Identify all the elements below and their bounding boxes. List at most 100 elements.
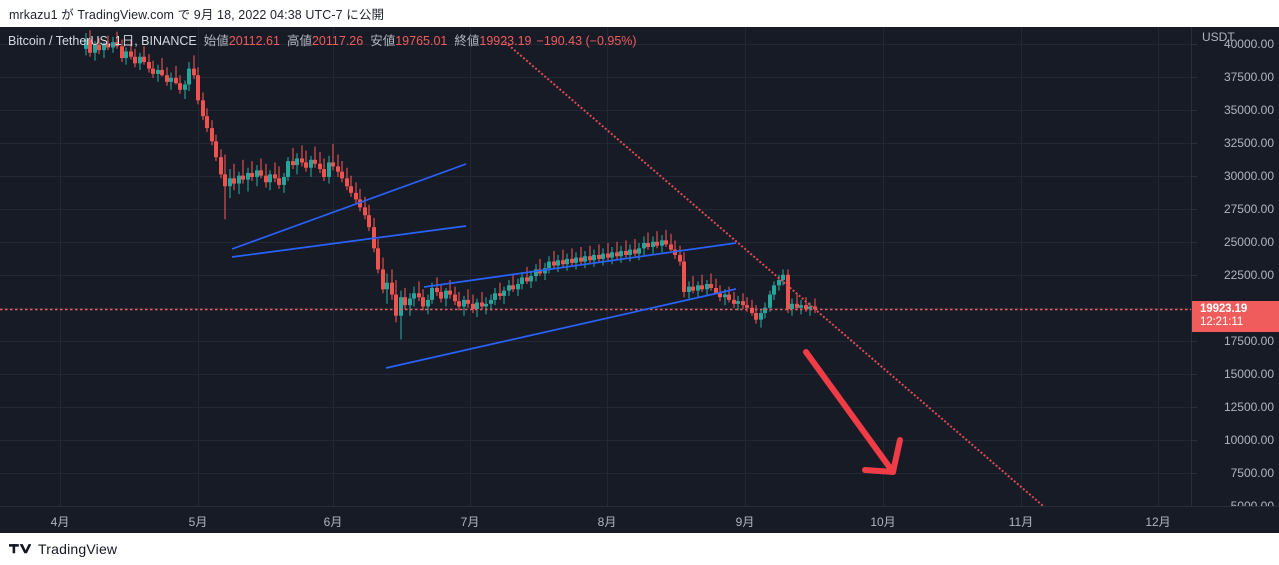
candle-body — [574, 257, 578, 263]
drawing-channel-upper-2[interactable] — [423, 242, 737, 288]
candle-body — [106, 43, 110, 48]
footer-brand: TradingView — [0, 533, 1279, 565]
candle-body — [444, 290, 448, 299]
price-scale[interactable]: USDT 19923.19 12:21:11 40000.00 37500.00 3… — [1191, 27, 1279, 513]
candle-body — [678, 254, 682, 262]
chart-canvas — [0, 27, 1191, 506]
candle-body — [300, 158, 304, 163]
candle-body — [493, 293, 497, 300]
chart-container: Bitcoin / TetherUS, 1日, BINANCE 始値20112.6… — [0, 27, 1279, 533]
price-tick-label: 15000.00 — [1223, 366, 1274, 381]
drawing-wedge-upper-1[interactable] — [231, 163, 467, 250]
candle-body — [633, 249, 637, 254]
candle-body — [93, 44, 97, 53]
candle-body — [417, 293, 421, 298]
price-tick-mark — [1192, 275, 1197, 276]
candle-body — [102, 43, 106, 51]
candle-body — [754, 313, 758, 320]
candle-body — [390, 282, 394, 295]
candle-body — [228, 178, 232, 187]
price-tick-label: 7500.00 — [1230, 465, 1274, 480]
candle-body — [790, 303, 794, 310]
candle-body — [579, 257, 583, 262]
candle-body — [534, 269, 538, 277]
drawing-channel-lower-2[interactable] — [385, 288, 737, 369]
candle-body — [291, 161, 295, 166]
legend-high-value: 20117.26 — [311, 34, 364, 48]
time-scale[interactable]: 4月 5月 6月 7月 8月 9月 10月 11月 12月 — [0, 506, 1279, 533]
drawing-bearish-arrow[interactable] — [803, 349, 903, 475]
arrow-barb-left — [862, 467, 896, 475]
price-tick-mark — [1192, 209, 1197, 210]
candle-body — [795, 303, 799, 308]
candle-body — [174, 77, 178, 84]
candle-body — [507, 285, 511, 291]
candle-body — [264, 175, 268, 183]
time-tick-label: 9月 — [735, 515, 755, 529]
candle-body — [475, 302, 479, 310]
candle-body — [268, 174, 272, 183]
candle-body — [178, 83, 182, 90]
legend-low-value: 19765.01 — [395, 34, 448, 48]
candle-body — [250, 173, 254, 177]
candle-body — [151, 68, 155, 74]
candle-body — [637, 248, 641, 254]
legend-high-label: 高値 — [286, 34, 312, 48]
candle-body — [286, 161, 290, 177]
bar-countdown: 12:21:11 — [1200, 315, 1244, 328]
candle-body — [660, 240, 664, 246]
candle-body — [295, 158, 299, 166]
candle-body — [304, 162, 308, 168]
candle-body — [687, 286, 691, 292]
candle-body — [120, 46, 124, 59]
price-tick-label: 35000.00 — [1223, 102, 1274, 117]
price-tick-mark — [1192, 176, 1197, 177]
candle-body — [84, 39, 88, 49]
candle-body — [435, 287, 439, 292]
candle-body — [327, 162, 331, 177]
price-scale-unit: USDT — [1202, 30, 1235, 44]
legend-symbol[interactable]: Bitcoin / TetherUS, 1日, BINANCE — [8, 34, 197, 48]
candle-body — [610, 252, 614, 258]
candle-body — [129, 51, 133, 57]
candle-body — [147, 62, 151, 69]
candle-body — [561, 260, 565, 265]
candle-body — [430, 287, 434, 300]
candle-body — [592, 254, 596, 261]
candle-body — [624, 250, 628, 255]
price-tick-mark — [1192, 44, 1197, 45]
candle-body — [759, 313, 763, 320]
candle-body — [246, 173, 250, 180]
price-tick-mark — [1192, 143, 1197, 144]
candle-body — [448, 290, 452, 295]
candle-body — [219, 157, 223, 175]
candle-body — [282, 176, 286, 185]
symbol-legend: Bitcoin / TetherUS, 1日, BINANCE 始値20112.6… — [8, 34, 637, 49]
candle-body — [642, 243, 646, 249]
candle-body — [777, 280, 781, 286]
candle-body — [651, 241, 655, 248]
candle-body — [376, 248, 380, 270]
candle-body — [745, 305, 749, 308]
candle-body — [646, 243, 650, 248]
candle-body — [403, 297, 407, 306]
price-tick-label: 17500.00 — [1223, 333, 1274, 348]
chart-plot-area[interactable] — [0, 27, 1191, 506]
candle-body — [547, 261, 551, 269]
candle-body — [408, 298, 412, 306]
candle-body — [525, 277, 529, 282]
candle-body — [196, 75, 200, 101]
candle-body — [205, 116, 209, 129]
candle-body — [313, 159, 317, 164]
drawing-descending-resistance[interactable] — [504, 41, 1071, 506]
price-tick-label: 22500.00 — [1223, 267, 1274, 282]
drawing-wedge-lower-1[interactable] — [231, 225, 467, 258]
time-tick-label: 5月 — [188, 515, 208, 529]
price-tick-mark — [1192, 110, 1197, 111]
candle-body — [732, 299, 736, 304]
candle-body — [511, 285, 515, 290]
candle-body — [781, 274, 785, 281]
price-tick-label: 40000.00 — [1223, 36, 1274, 51]
price-tick-mark — [1192, 341, 1197, 342]
candle-body — [705, 284, 709, 290]
